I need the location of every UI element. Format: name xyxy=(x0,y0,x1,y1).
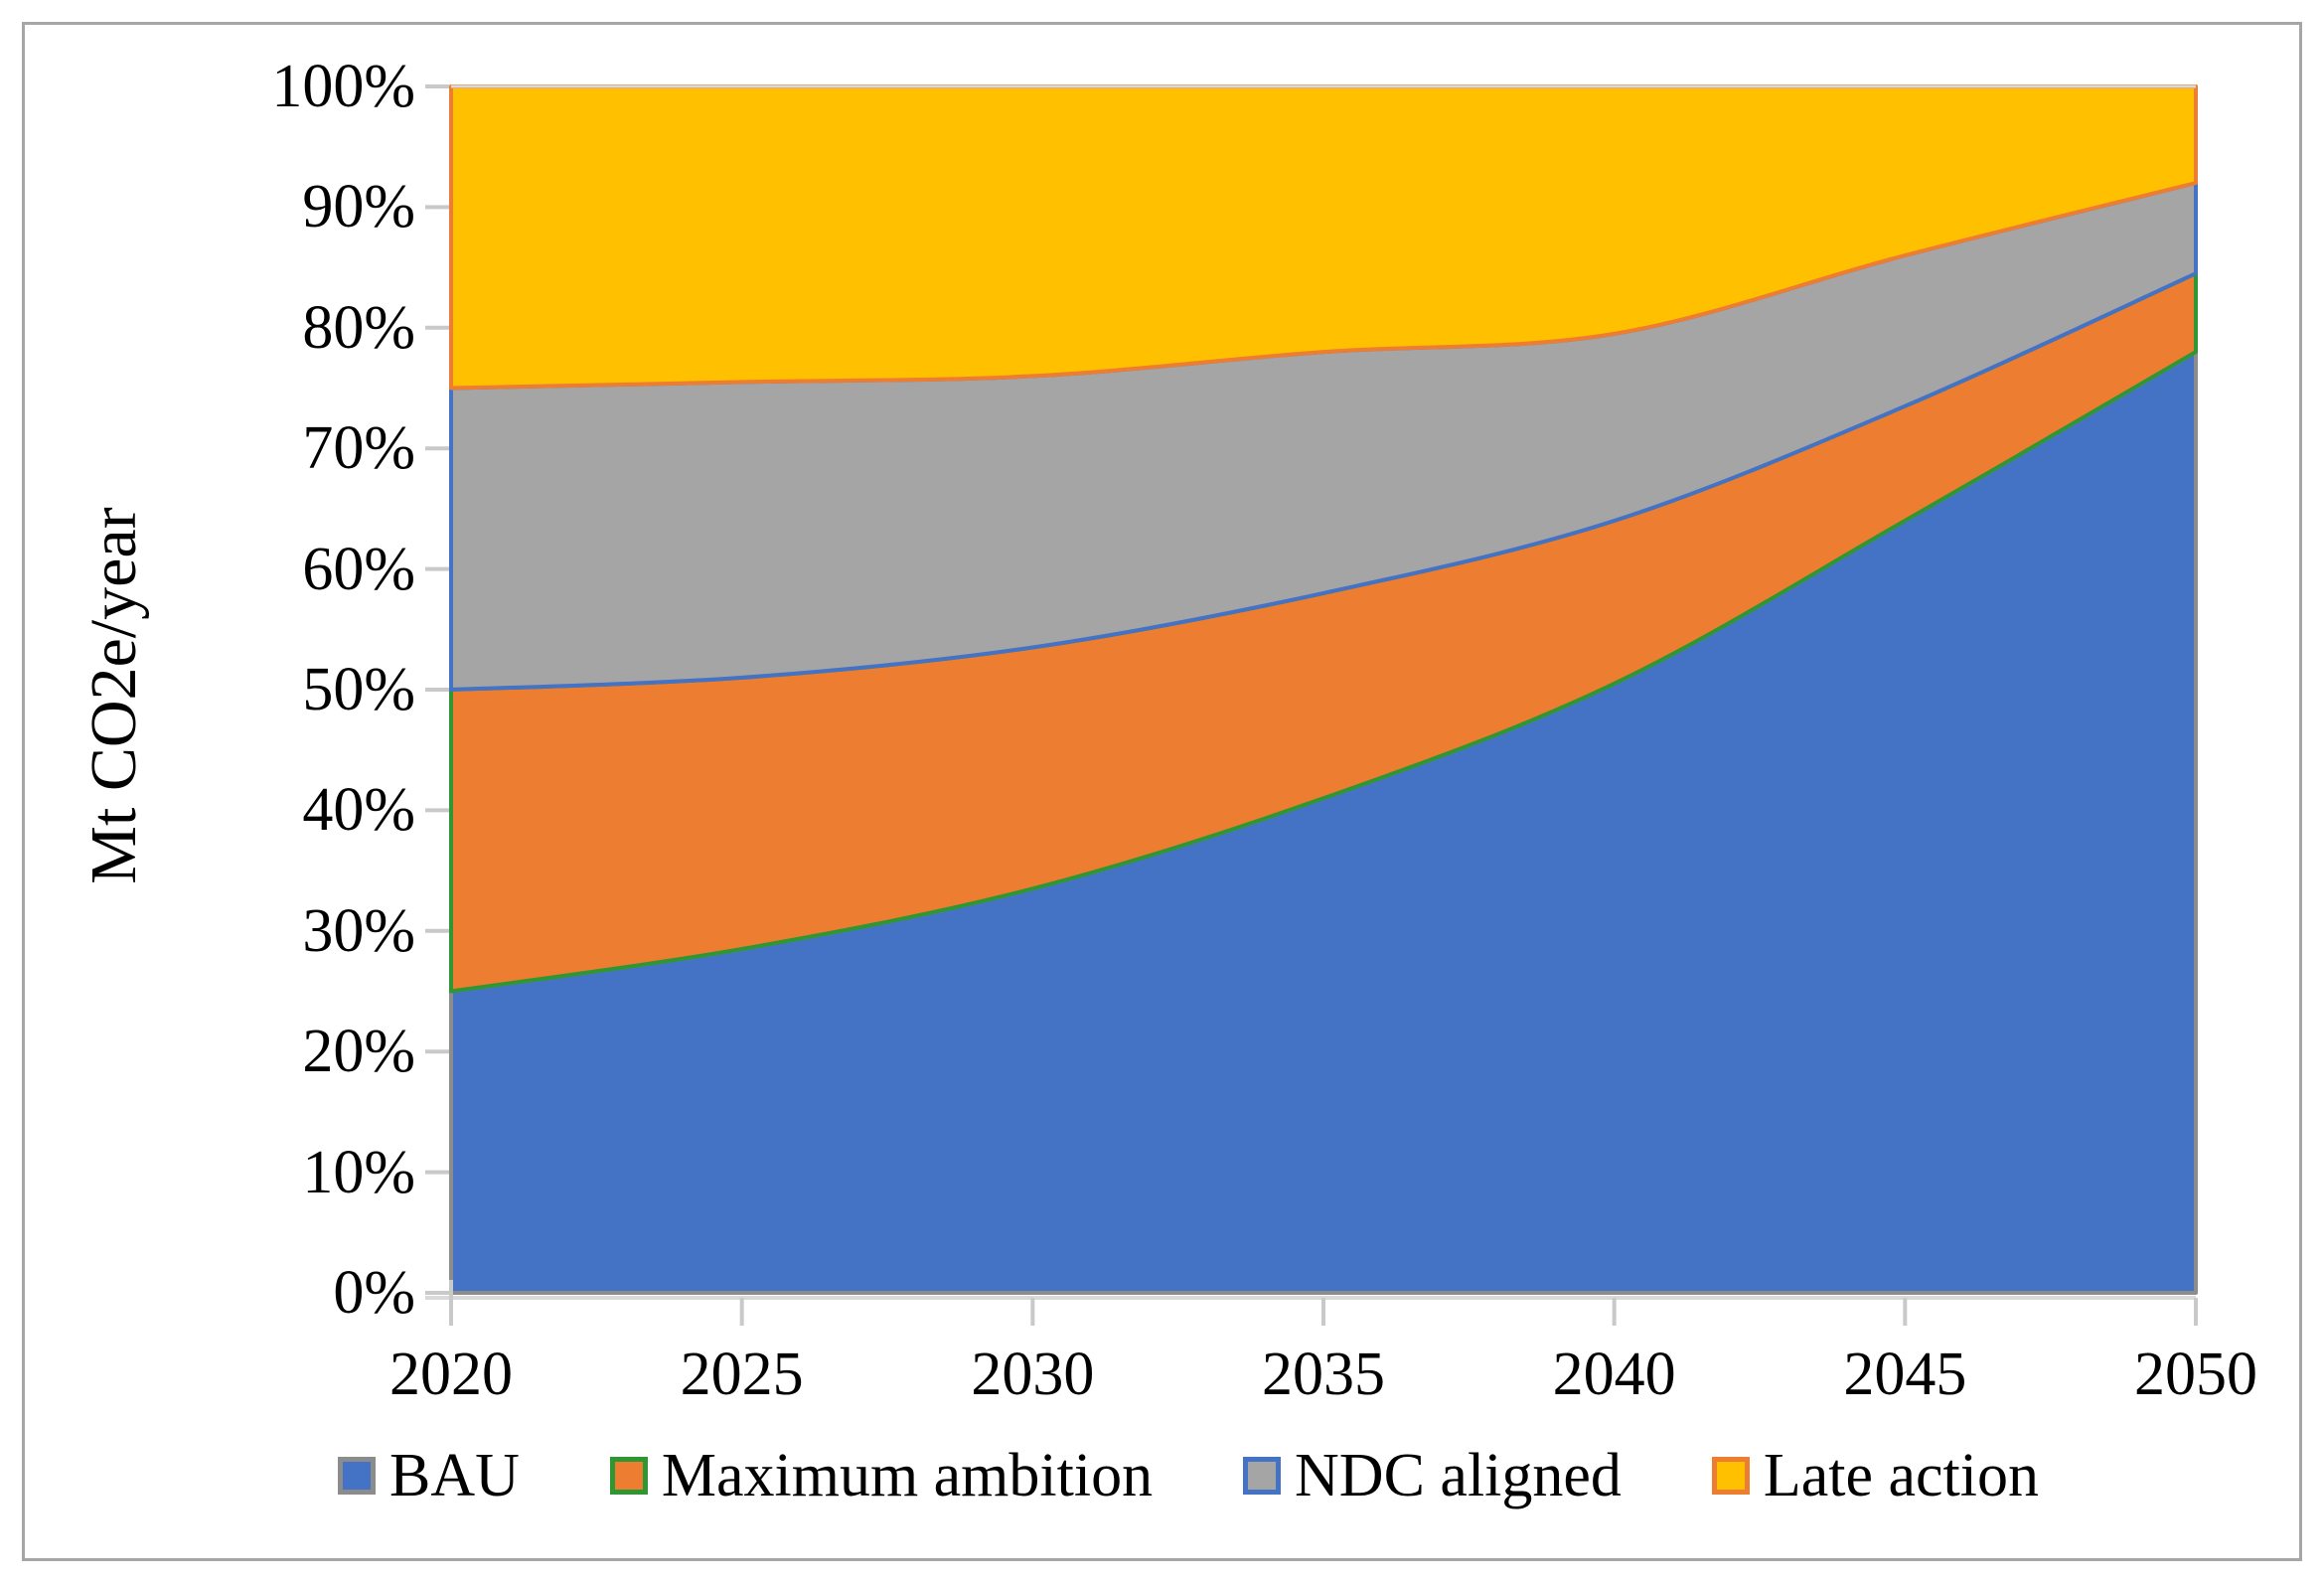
y-axis-tick-label: 50% xyxy=(302,656,415,723)
y-axis-title: Mt CO2e/year xyxy=(77,507,150,884)
legend-swatch-icon xyxy=(1243,1457,1282,1495)
legend-item-late-action: Late action xyxy=(1711,1442,2039,1509)
y-axis-tick-label: 80% xyxy=(302,293,415,362)
legend-label: NDC aligned xyxy=(1295,1442,1622,1509)
x-axis-tick-label: 2050 xyxy=(2134,1341,2257,1408)
x-axis-tick-label: 2020 xyxy=(389,1341,513,1408)
y-axis-tick-label: 40% xyxy=(302,776,415,845)
legend-item-ndc-aligned: NDC aligned xyxy=(1243,1443,1622,1508)
x-axis-tick-label: 2040 xyxy=(1552,1341,1676,1408)
y-axis-tick-label: 0% xyxy=(333,1259,415,1327)
y-axis-tick-label: 90% xyxy=(302,173,415,241)
legend-label: BAU xyxy=(389,1442,520,1509)
legend-label: Maximum ambition xyxy=(661,1442,1154,1509)
x-axis-tick-label: 2045 xyxy=(1843,1341,1967,1408)
figure-border xyxy=(22,22,2302,1561)
y-axis-tick-label: 20% xyxy=(302,1018,415,1086)
y-axis-tick-label: 30% xyxy=(302,896,415,965)
legend-item-bau: BAU xyxy=(338,1443,520,1508)
y-axis-tick-label: 10% xyxy=(302,1138,415,1206)
legend: BAU Maximum ambition NDC aligned Late actio… xyxy=(338,1443,2039,1508)
legend-swatch-icon xyxy=(1711,1457,1750,1495)
x-axis-tick-label: 2025 xyxy=(680,1341,804,1408)
legend-item-maximum-ambition: Maximum ambition xyxy=(609,1442,1154,1509)
y-axis-tick-label: 60% xyxy=(302,535,415,603)
legend-swatch-icon xyxy=(609,1457,648,1495)
x-axis-tick-label: 2035 xyxy=(1262,1341,1385,1408)
legend-swatch-icon xyxy=(338,1457,376,1495)
legend-label: Late action xyxy=(1763,1442,2039,1509)
y-axis-tick-label: 100% xyxy=(271,53,415,120)
x-axis-tick-label: 2030 xyxy=(971,1341,1095,1408)
y-axis-tick-label: 70% xyxy=(302,414,415,483)
